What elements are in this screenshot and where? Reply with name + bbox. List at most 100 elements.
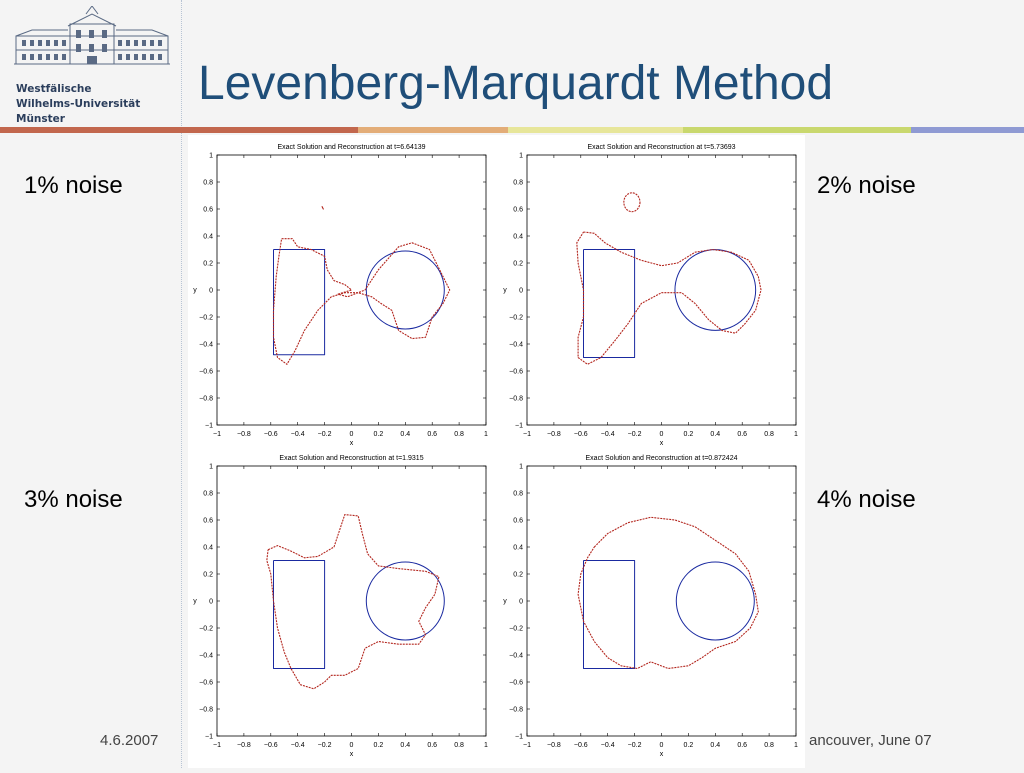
y-tick-label: 0.8 [513,180,523,187]
y-tick-label: −0.8 [509,707,523,714]
stripe-segment [358,127,508,133]
y-tick-label: 0.2 [203,261,213,268]
university-line: Westfälische [16,83,92,95]
noise-label-1: 1% noise [24,172,123,199]
slide-title: Levenberg-Marquardt Method [198,57,834,110]
x-tick-label: 0.6 [737,742,747,749]
x-axis-label: x [660,751,664,758]
x-tick-label: −0.2 [628,431,642,438]
reconstruction [272,238,451,365]
x-tick-label: 0.4 [400,742,410,749]
exact-rectangle [583,560,636,669]
x-tick-label: 0.8 [454,742,464,749]
y-tick-label: 0.6 [203,518,213,525]
university-building-logo [14,6,170,65]
y-tick-label: 0.4 [203,234,213,241]
university-line: Wilhelms-Universität [16,98,141,110]
y-tick-label: −1 [205,734,213,741]
x-tick-label: 0.8 [764,431,774,438]
x-tick-label: −1 [213,742,221,749]
y-tick-label: 0.4 [203,545,213,552]
y-tick-label: −0.2 [199,626,213,633]
university-line: Münster [16,113,65,125]
y-axis-label: y [193,287,197,294]
x-tick-label: −0.4 [291,431,305,438]
x-tick-label: −0.6 [574,431,588,438]
y-tick-label: −0.6 [509,680,523,687]
exact-rectangle [583,249,636,358]
x-tick-label: 1 [484,742,488,749]
y-tick-label: 0.4 [513,234,523,241]
plot-axes-box [526,465,797,737]
x-tick-label: 0 [350,742,354,749]
x-tick-label: −0.6 [574,742,588,749]
y-tick-label: −0.2 [509,626,523,633]
x-tick-label: 0 [660,742,664,749]
y-tick-label: −0.6 [509,369,523,376]
y-tick-label: 0.2 [203,572,213,579]
x-tick-label: 0.2 [374,431,384,438]
x-tick-label: −0.8 [547,431,561,438]
y-tick-label: 0.6 [203,207,213,214]
plot-panel: Exact Solution and Reconstruction at t=0… [503,455,798,758]
x-tick-label: 0 [660,431,664,438]
y-tick-label: 0.2 [513,572,523,579]
university-name: Westfälische Wilhelms-Universität Münste… [16,82,140,127]
y-tick-label: 0.8 [203,180,213,187]
y-tick-label: −1 [515,423,523,430]
reconstruction-island [623,192,641,213]
x-tick-label: 1 [484,431,488,438]
reconstruction-artifact [321,206,324,210]
noise-label-2: 2% noise [817,172,916,199]
x-tick-label: 0.8 [764,742,774,749]
y-tick-label: −0.8 [199,396,213,403]
y-tick-label: −0.6 [199,369,213,376]
reconstruction [576,231,762,365]
y-tick-label: 0 [209,288,213,295]
plot-panel: Exact Solution and Reconstruction at t=5… [503,144,798,447]
y-tick-label: −0.4 [509,342,523,349]
x-tick-label: −0.4 [291,742,305,749]
y-tick-label: −0.2 [199,315,213,322]
plot-axes-box [216,154,487,426]
plot-panel: Exact Solution and Reconstruction at t=6… [193,144,488,447]
x-tick-label: 0.4 [710,431,720,438]
exact-circle [675,561,755,641]
stripe-segment [683,127,911,133]
y-tick-label: 0.4 [513,545,523,552]
y-tick-label: 0.6 [513,518,523,525]
x-tick-label: −1 [213,431,221,438]
y-tick-label: −0.2 [509,315,523,322]
y-tick-label: −1 [205,423,213,430]
y-tick-label: 1 [209,153,213,160]
x-axis-label: x [350,440,354,447]
y-tick-label: −0.4 [199,342,213,349]
plot-title: Exact Solution and Reconstruction at t=5… [587,144,735,151]
x-tick-label: −0.4 [601,431,615,438]
y-tick-label: −0.4 [199,653,213,660]
x-tick-label: −0.2 [318,742,332,749]
x-tick-label: 0.6 [427,742,437,749]
x-tick-label: −0.2 [628,742,642,749]
y-tick-label: 0.6 [513,207,523,214]
reconstruction [577,516,759,670]
exact-rectangle [273,249,326,356]
y-tick-label: 0 [519,599,523,606]
noise-label-4: 4% noise [817,486,916,513]
y-tick-label: 0.2 [513,261,523,268]
y-tick-label: −0.8 [199,707,213,714]
x-tick-label: 0.6 [427,431,437,438]
exact-circle [365,250,445,330]
y-tick-label: 0 [209,599,213,606]
plot-title: Exact Solution and Reconstruction at t=6… [277,144,425,151]
y-tick-label: 0 [519,288,523,295]
y-tick-label: 0.8 [203,491,213,498]
footer-venue: ancouver, June 07 [809,732,932,749]
y-tick-label: 1 [519,464,523,471]
y-tick-label: −1 [515,734,523,741]
sidebar: Westfälische Wilhelms-Universität Münste… [0,0,182,768]
x-tick-label: −0.8 [547,742,561,749]
y-tick-label: −0.8 [509,396,523,403]
stripe-segment [911,127,1024,133]
plot-axes-box [526,154,797,426]
